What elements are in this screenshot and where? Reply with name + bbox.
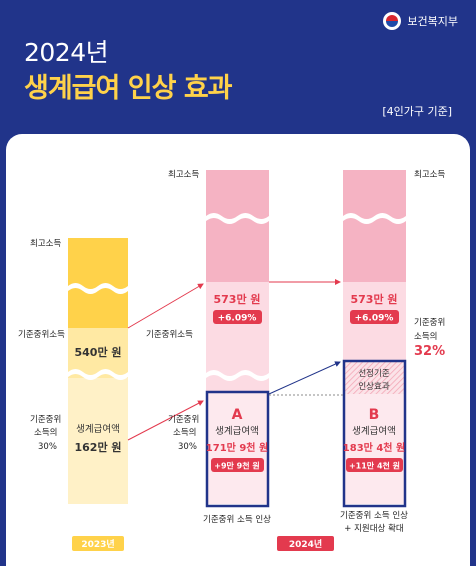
- right-ratio-line3: 32%: [414, 344, 445, 359]
- bar-2024a-benefit: [206, 392, 269, 504]
- increase-badge-2024a: [211, 458, 264, 472]
- benefit-2024a-letter: A: [232, 407, 243, 423]
- mid-ratio-line1: 기준중위: [168, 415, 199, 425]
- year-badge-2023: [72, 536, 124, 551]
- bar-2024b-hatch: [343, 362, 406, 394]
- x-label-a: 기준중위 소득 인상: [203, 514, 271, 525]
- median-2024b-value: 573만 원: [350, 292, 397, 306]
- left-median-label: 기준중위소득: [18, 330, 65, 340]
- arrow-2023-to-2024a-benefit: [127, 400, 204, 441]
- pct-badge-2024b: [350, 310, 399, 324]
- wave-2024b-a: [343, 213, 406, 224]
- ministry-logo: 보건복지부: [383, 12, 458, 30]
- arrow-2024a-to-2024b-benefit: [268, 361, 341, 395]
- bar-2024a-top: [206, 170, 269, 282]
- mid-median-label: 기준중위소득: [146, 330, 193, 340]
- benefit-2024a-value: 171만 9천 원: [206, 441, 268, 454]
- taegeuk-icon: [383, 12, 402, 30]
- right-ratio-line1: 기준중위: [414, 318, 445, 328]
- year-badge-2024: [277, 536, 334, 551]
- year-badge-2024-text: 2024년: [289, 538, 322, 550]
- right-ratio-line2: 소득의: [414, 331, 437, 342]
- household-note: [4인가구 기준]: [382, 105, 452, 118]
- left-ratio-line3: 30%: [38, 442, 57, 452]
- header: 보건복지부 2024년 생계급여 인상 효과 [4인가구 기준]: [0, 0, 476, 150]
- bar-2024b-top: [343, 170, 406, 282]
- benefit-2023-title: 생계급여액: [76, 423, 120, 435]
- benefit-2024a-title: 생계급여액: [215, 425, 259, 437]
- mid-top-income-label: 최고소득: [168, 169, 199, 180]
- year-title: 2024년: [24, 38, 109, 67]
- left-ratio-line1: 기준중위: [30, 415, 61, 425]
- pct-2024a-value: +6.09%: [218, 314, 257, 324]
- page-title: 생계급여 인상 효과: [24, 73, 233, 104]
- box-2024a-benefit: [205, 390, 270, 508]
- benefit-2024b-letter: B: [369, 407, 380, 423]
- benefit-2024b-value: 183만 4천 원: [343, 441, 405, 454]
- mid-ratio-line3: 30%: [178, 442, 197, 452]
- x-label-b-line1: 기준중위 소득 인상: [340, 510, 408, 521]
- note-box-2024b-line1: 선정기준: [358, 368, 389, 379]
- wave-2023-a: [68, 283, 128, 294]
- box-2024b-benefit: [342, 359, 407, 508]
- ministry-name: 보건복지부: [407, 15, 458, 28]
- pct-badge-2024a: [213, 310, 262, 324]
- median-2024a-value: 573만 원: [213, 292, 260, 306]
- mid-ratio-line2: 소득의: [173, 427, 196, 438]
- wave-2023-b: [68, 369, 128, 380]
- benefit-2024b-title: 생계급여액: [352, 425, 396, 437]
- increase-2024b-value: +11만 4천 원: [349, 461, 400, 471]
- increase-badge-2024b: [346, 458, 403, 472]
- pct-2024b-value: +6.09%: [355, 314, 394, 324]
- arrow-2023-to-2024a-median: [127, 283, 204, 329]
- bar-2024b-benefit: [343, 394, 406, 504]
- bar-2023-top: [68, 238, 128, 328]
- x-label-b-line2: + 지원대상 확대: [344, 523, 403, 534]
- bar-2023-benefit: [68, 378, 128, 504]
- left-ratio-line2: 소득의: [34, 427, 57, 438]
- wave-2024a-a: [206, 213, 269, 224]
- median-2023-value: 540만 원: [74, 345, 121, 359]
- note-box-2024b-line2: 인상효과: [358, 381, 389, 392]
- year-badge-2023-text: 2023년: [81, 538, 114, 550]
- wave-2024a-b: [206, 370, 269, 381]
- left-top-income-label: 최고소득: [30, 238, 61, 249]
- right-top-income-label: 최고소득: [414, 169, 445, 180]
- benefit-2023-value: 162만 원: [74, 440, 121, 454]
- increase-2024a-value: +9만 9천 원: [214, 461, 260, 471]
